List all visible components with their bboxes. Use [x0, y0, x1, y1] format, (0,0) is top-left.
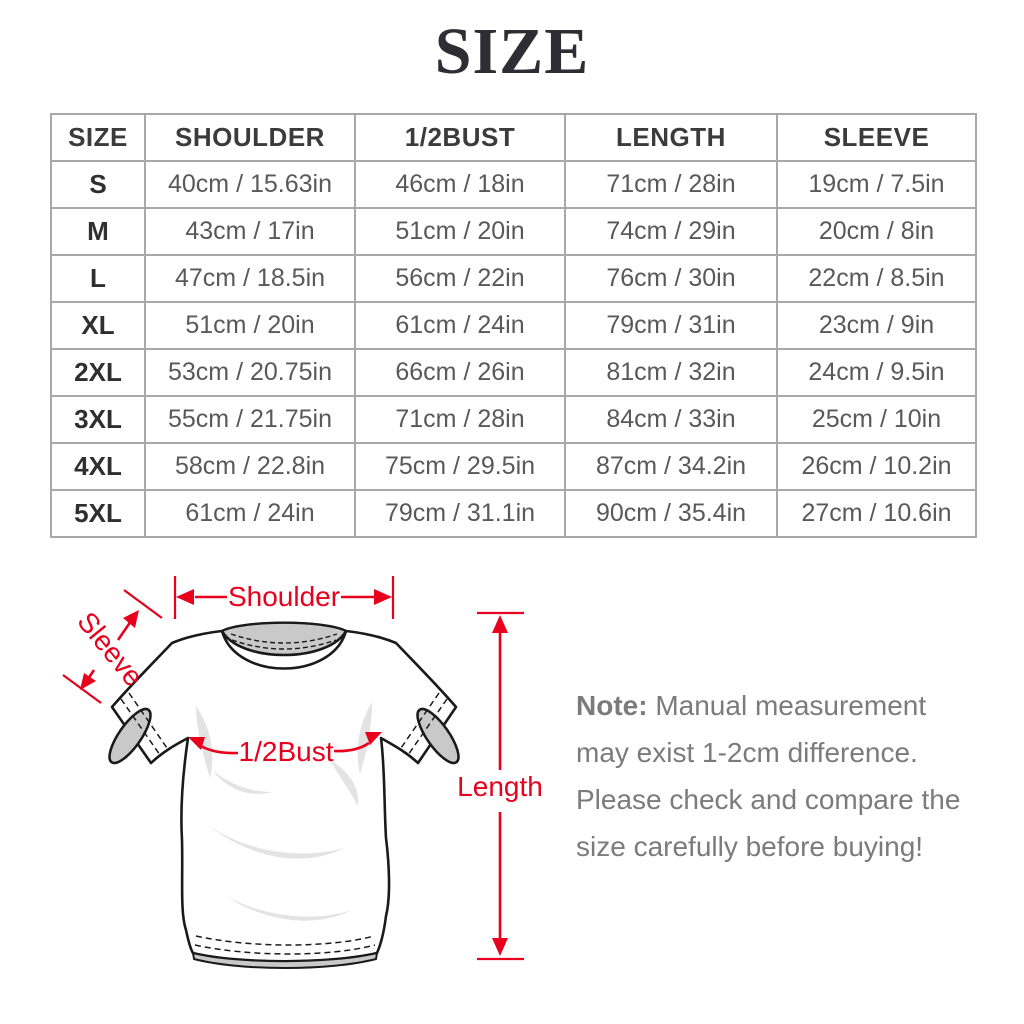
table-row: S 40cm / 15.63in 46cm / 18in 71cm / 28in…	[50, 160, 977, 209]
cell-shoulder: 51cm / 20in	[144, 301, 356, 350]
cell-shoulder: 58cm / 22.8in	[144, 442, 356, 491]
cell-size: 3XL	[50, 395, 146, 444]
cuff-stitches	[120, 692, 448, 756]
cell-length: 90cm / 35.4in	[564, 489, 778, 538]
table-row: 3XL 55cm / 21.75in 71cm / 28in 84cm / 33…	[50, 395, 977, 444]
cell-bust: 61cm / 24in	[354, 301, 566, 350]
table-row: 4XL 58cm / 22.8in 75cm / 29.5in 87cm / 3…	[50, 442, 977, 491]
cell-length: 87cm / 34.2in	[564, 442, 778, 491]
table-row: L 47cm / 18.5in 56cm / 22in 76cm / 30in …	[50, 254, 977, 303]
cell-shoulder: 47cm / 18.5in	[144, 254, 356, 303]
tshirt-collar-rib	[220, 630, 348, 670]
cell-shoulder: 43cm / 17in	[144, 207, 356, 256]
cell-bust: 56cm / 22in	[354, 254, 566, 303]
size-table-body: S 40cm / 15.63in 46cm / 18in 71cm / 28in…	[50, 160, 977, 538]
length-dimension: Length	[457, 611, 543, 961]
size-table-header-row: SIZE SHOULDER 1/2BUST LENGTH SLEEVE	[50, 113, 977, 162]
header-shoulder: SHOULDER	[144, 113, 356, 162]
tshirt-body-outline	[110, 621, 458, 963]
cell-length: 84cm / 33in	[564, 395, 778, 444]
header-bust: 1/2BUST	[354, 113, 566, 162]
cell-sleeve: 27cm / 10.6in	[776, 489, 977, 538]
cell-shoulder: 61cm / 24in	[144, 489, 356, 538]
cell-size: S	[50, 160, 146, 209]
cell-size: XL	[50, 301, 146, 350]
shoulder-dimension: Shoulder	[173, 576, 395, 619]
cell-sleeve: 24cm / 9.5in	[776, 348, 977, 397]
table-row: 2XL 53cm / 20.75in 66cm / 26in 81cm / 32…	[50, 348, 977, 397]
cell-bust: 75cm / 29.5in	[354, 442, 566, 491]
cell-length: 81cm / 32in	[564, 348, 778, 397]
note-label: Note:	[576, 690, 648, 721]
cell-bust: 71cm / 28in	[354, 395, 566, 444]
header-size: SIZE	[50, 113, 146, 162]
left-cuff	[108, 707, 152, 765]
cell-size: 2XL	[50, 348, 146, 397]
cell-size: 5XL	[50, 489, 146, 538]
cell-sleeve: 20cm / 8in	[776, 207, 977, 256]
table-row: M 43cm / 17in 51cm / 20in 74cm / 29in 20…	[50, 207, 977, 256]
cell-size: M	[50, 207, 146, 256]
cell-sleeve: 22cm / 8.5in	[776, 254, 977, 303]
cell-shoulder: 55cm / 21.75in	[144, 395, 356, 444]
cell-bust: 66cm / 26in	[354, 348, 566, 397]
size-table: SIZE SHOULDER 1/2BUST LENGTH SLEEVE S 40…	[50, 113, 977, 538]
cell-sleeve: 26cm / 10.2in	[776, 442, 977, 491]
cell-length: 74cm / 29in	[564, 207, 778, 256]
cell-sleeve: 25cm / 10in	[776, 395, 977, 444]
cell-size: L	[50, 254, 146, 303]
cell-bust: 79cm / 31.1in	[354, 489, 566, 538]
table-row: XL 51cm / 20in 61cm / 24in 79cm / 31in 2…	[50, 301, 977, 350]
tshirt-drawing	[108, 621, 460, 969]
tshirt-wrinkles	[196, 702, 372, 921]
measurement-note: Note: Manual measurement may exist 1-2cm…	[576, 682, 984, 870]
cell-sleeve: 19cm / 7.5in	[776, 160, 977, 209]
cell-bust: 51cm / 20in	[354, 207, 566, 256]
cell-size: 4XL	[50, 442, 146, 491]
cell-length: 79cm / 31in	[564, 301, 778, 350]
cell-shoulder: 40cm / 15.63in	[144, 160, 356, 209]
bust-label: 1/2Bust	[239, 736, 334, 767]
length-label: Length	[457, 771, 543, 802]
header-length: LENGTH	[564, 113, 778, 162]
cell-bust: 46cm / 18in	[354, 160, 566, 209]
collar-stitches	[230, 633, 338, 650]
hem-band	[191, 951, 379, 969]
cell-length: 71cm / 28in	[564, 160, 778, 209]
cell-shoulder: 53cm / 20.75in	[144, 348, 356, 397]
bust-dimension: 1/2Bust	[188, 732, 382, 767]
hem-stitches	[194, 935, 376, 955]
right-cuff	[416, 707, 460, 765]
note-text: Manual measurement may exist 1-2cm diffe…	[576, 690, 961, 862]
page-title: SIZE	[434, 15, 590, 88]
cell-sleeve: 23cm / 9in	[776, 301, 977, 350]
header-sleeve: SLEEVE	[776, 113, 977, 162]
shoulder-label: Shoulder	[228, 581, 340, 612]
cell-length: 76cm / 30in	[564, 254, 778, 303]
table-row: 5XL 61cm / 24in 79cm / 31.1in 90cm / 35.…	[50, 489, 977, 538]
